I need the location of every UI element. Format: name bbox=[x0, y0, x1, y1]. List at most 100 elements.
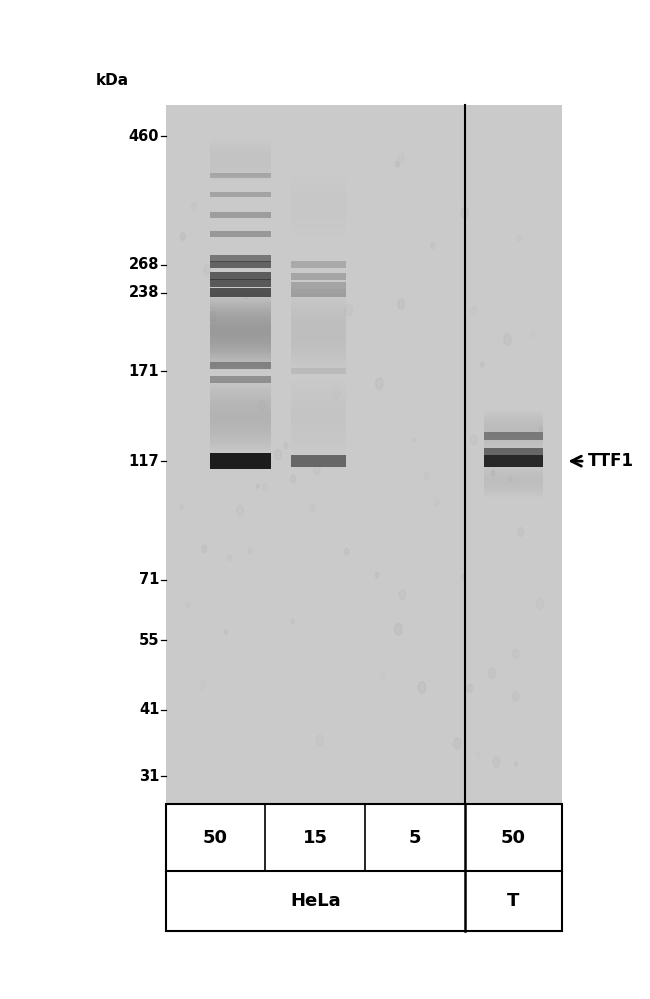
Bar bbox=[209, 318, 272, 319]
Bar bbox=[291, 411, 346, 413]
Text: 50: 50 bbox=[203, 828, 228, 847]
Bar bbox=[291, 179, 346, 180]
Bar bbox=[291, 209, 346, 210]
Bar bbox=[209, 390, 272, 391]
Bar bbox=[209, 354, 272, 356]
Bar bbox=[209, 322, 272, 323]
Bar bbox=[291, 433, 346, 434]
Bar bbox=[291, 226, 346, 227]
Circle shape bbox=[180, 233, 185, 241]
Bar bbox=[291, 384, 346, 385]
Circle shape bbox=[418, 681, 426, 693]
Bar bbox=[291, 324, 346, 326]
Bar bbox=[209, 298, 272, 300]
Bar bbox=[209, 320, 272, 322]
Text: 5: 5 bbox=[409, 828, 421, 847]
Bar bbox=[209, 449, 272, 451]
Bar bbox=[209, 297, 272, 298]
Bar bbox=[291, 234, 346, 235]
Bar bbox=[291, 447, 346, 448]
Bar bbox=[291, 390, 346, 391]
Bar bbox=[291, 382, 346, 384]
Bar bbox=[209, 443, 272, 444]
Circle shape bbox=[454, 738, 461, 749]
Bar bbox=[291, 406, 346, 408]
Bar bbox=[291, 348, 346, 349]
Bar bbox=[291, 206, 346, 207]
Bar bbox=[291, 236, 346, 237]
Bar bbox=[209, 447, 272, 448]
Bar bbox=[291, 399, 346, 400]
Bar bbox=[209, 335, 272, 336]
Text: 15: 15 bbox=[303, 828, 328, 847]
Bar bbox=[291, 413, 346, 414]
Bar bbox=[209, 319, 272, 320]
Bar bbox=[291, 435, 346, 437]
Bar bbox=[291, 187, 346, 188]
Bar bbox=[209, 405, 272, 406]
Bar bbox=[291, 214, 346, 215]
Bar bbox=[209, 315, 272, 317]
Bar bbox=[209, 360, 272, 361]
Bar bbox=[209, 386, 272, 388]
Bar bbox=[209, 302, 272, 303]
Circle shape bbox=[210, 312, 216, 322]
Bar bbox=[209, 406, 272, 408]
Bar bbox=[291, 227, 346, 228]
Bar bbox=[209, 303, 272, 305]
Bar bbox=[291, 409, 346, 410]
Circle shape bbox=[395, 623, 402, 635]
Bar bbox=[291, 176, 346, 177]
Bar bbox=[291, 415, 346, 417]
Bar bbox=[291, 368, 346, 369]
Bar bbox=[291, 185, 346, 186]
Bar bbox=[291, 192, 346, 193]
Bar bbox=[209, 301, 272, 302]
Bar bbox=[291, 223, 346, 225]
Text: T: T bbox=[507, 892, 520, 910]
Bar bbox=[209, 444, 272, 446]
Bar bbox=[291, 455, 346, 468]
Bar bbox=[291, 298, 346, 300]
Bar bbox=[209, 279, 272, 287]
Bar bbox=[291, 230, 346, 231]
Bar bbox=[291, 424, 346, 425]
Bar bbox=[209, 307, 272, 309]
Bar bbox=[291, 343, 346, 344]
Bar bbox=[291, 352, 346, 353]
Bar bbox=[291, 349, 346, 351]
Bar bbox=[209, 389, 272, 390]
Bar bbox=[209, 362, 272, 364]
Bar bbox=[209, 452, 272, 453]
Bar bbox=[291, 423, 346, 424]
Bar bbox=[209, 439, 272, 440]
Bar bbox=[291, 193, 346, 194]
Bar bbox=[209, 442, 272, 443]
Bar bbox=[209, 422, 272, 423]
Bar bbox=[209, 382, 272, 384]
Bar bbox=[291, 186, 346, 187]
Bar bbox=[291, 334, 346, 335]
Bar bbox=[209, 345, 272, 347]
Circle shape bbox=[375, 572, 379, 577]
Bar bbox=[209, 306, 272, 307]
Circle shape bbox=[399, 589, 406, 599]
Bar bbox=[209, 192, 272, 197]
Bar bbox=[291, 233, 346, 234]
Bar bbox=[291, 237, 346, 238]
Bar bbox=[291, 228, 346, 229]
Bar bbox=[291, 381, 346, 382]
Text: 50: 50 bbox=[501, 828, 526, 847]
Bar bbox=[209, 296, 272, 297]
Bar bbox=[291, 351, 346, 352]
Bar bbox=[209, 340, 272, 341]
Bar bbox=[209, 396, 272, 398]
Bar bbox=[209, 365, 272, 366]
Bar bbox=[291, 396, 346, 398]
Bar bbox=[291, 328, 346, 330]
Bar bbox=[209, 273, 272, 280]
Bar bbox=[291, 195, 346, 196]
Bar bbox=[291, 345, 346, 347]
Bar bbox=[209, 289, 272, 297]
Bar bbox=[209, 425, 272, 427]
